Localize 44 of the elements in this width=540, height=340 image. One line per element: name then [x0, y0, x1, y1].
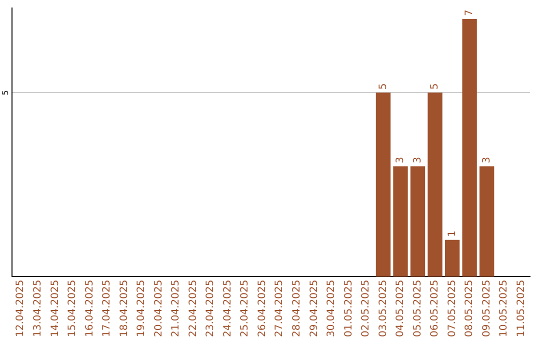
x-tick-label: 11.05.2025 — [516, 280, 527, 338]
x-tick-label: 01.05.2025 — [343, 280, 354, 338]
data-label: 3 — [412, 156, 424, 164]
x-tick-label: 28.04.2025 — [291, 280, 302, 338]
x-tick-label: 14.04.2025 — [50, 280, 61, 338]
x-tick-label: 18.04.2025 — [118, 280, 130, 338]
data-label: 7 — [464, 10, 476, 16]
x-tick-label: 26.04.2025 — [256, 280, 268, 338]
bar — [428, 92, 442, 277]
x-tick-label: 22.04.2025 — [188, 280, 199, 338]
data-label: 5 — [378, 83, 389, 90]
x-tick-label: 04.05.2025 — [395, 280, 406, 338]
x-tick-label: 07.05.2025 — [446, 280, 458, 338]
x-tick-label: 30.04.2025 — [326, 280, 338, 338]
x-tick-label: 25.04.2025 — [240, 280, 251, 338]
bar — [479, 166, 494, 277]
x-tick-label: 19.04.2025 — [136, 280, 148, 338]
x-tick-label: 12.04.2025 — [15, 280, 26, 338]
bar — [376, 92, 391, 277]
bar — [410, 166, 426, 277]
data-label: 3 — [481, 156, 492, 164]
x-tick-label: 15.04.2025 — [67, 280, 78, 338]
bar — [444, 240, 460, 277]
x-tick-label: 02.05.2025 — [360, 280, 372, 338]
x-tick-label: 24.04.2025 — [222, 280, 234, 338]
x-tick-label: 21.04.2025 — [170, 280, 182, 338]
x-tick-label: 29.04.2025 — [308, 280, 320, 338]
data-label: 3 — [395, 156, 406, 164]
x-tick-label: 08.05.2025 — [464, 280, 476, 338]
x-tick-label: 10.05.2025 — [498, 280, 510, 338]
x-tick-label: 09.05.2025 — [481, 280, 492, 338]
x-tick-label: 27.04.2025 — [274, 280, 286, 338]
x-tick-label: 05.05.2025 — [412, 280, 424, 338]
x-tick-label: 17.04.2025 — [102, 280, 113, 338]
bar — [462, 19, 477, 277]
x-tick-label: 03.05.2025 — [378, 280, 389, 338]
x-tick-label: 06.05.2025 — [430, 280, 441, 338]
x-tick-label: 16.04.2025 — [84, 280, 96, 338]
x-tick-label: 13.04.2025 — [32, 280, 44, 338]
data-label: 1 — [446, 230, 458, 237]
x-tick-label: 23.04.2025 — [205, 280, 216, 338]
x-tick-label: 20.04.2025 — [153, 280, 164, 338]
data-label: 5 — [430, 83, 441, 90]
bar — [393, 166, 408, 277]
